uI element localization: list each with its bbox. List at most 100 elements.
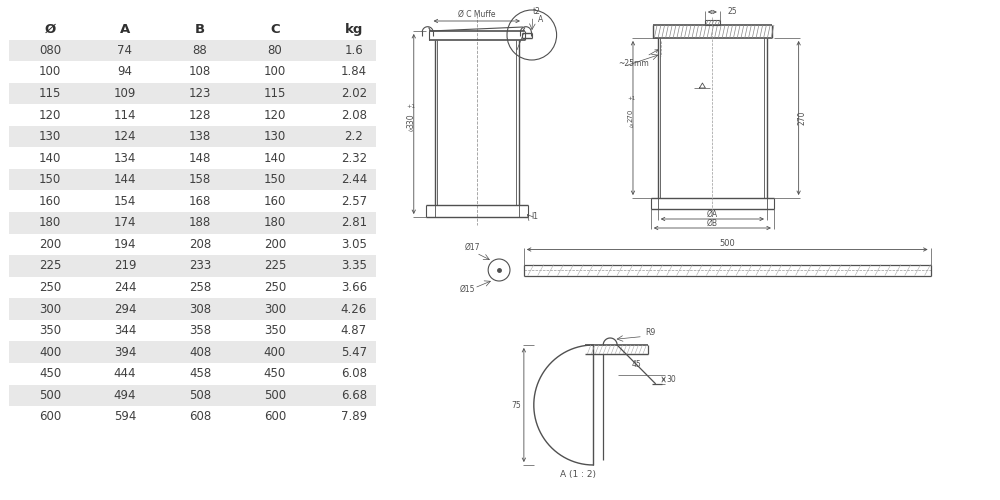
Text: 150: 150 <box>39 173 61 186</box>
Text: 30: 30 <box>667 375 676 384</box>
Text: 208: 208 <box>189 238 211 251</box>
Text: C: C <box>270 23 280 36</box>
Text: 6.68: 6.68 <box>341 389 367 402</box>
Text: kg: kg <box>345 23 363 36</box>
Text: 160: 160 <box>39 194 61 207</box>
Text: 2.44: 2.44 <box>341 173 367 186</box>
Text: 450: 450 <box>39 367 61 380</box>
Text: +1: +1 <box>406 104 415 109</box>
Text: 508: 508 <box>189 389 211 402</box>
Text: 75: 75 <box>511 400 521 409</box>
Text: 4.26: 4.26 <box>341 302 367 316</box>
Text: 225: 225 <box>264 260 286 272</box>
Text: 160: 160 <box>264 194 286 207</box>
Text: 608: 608 <box>189 410 211 424</box>
Text: 294: 294 <box>114 302 136 316</box>
Text: 4.87: 4.87 <box>341 324 367 337</box>
Text: 358: 358 <box>189 324 211 337</box>
Text: 344: 344 <box>114 324 136 337</box>
Text: 123: 123 <box>189 87 211 100</box>
Text: 244: 244 <box>114 281 136 294</box>
Text: 2.81: 2.81 <box>341 216 367 230</box>
Text: A: A <box>538 16 543 24</box>
Text: A (1 : 2): A (1 : 2) <box>560 470 596 479</box>
Text: 458: 458 <box>189 367 211 380</box>
FancyBboxPatch shape <box>9 255 376 276</box>
FancyBboxPatch shape <box>9 342 376 363</box>
FancyBboxPatch shape <box>9 384 376 406</box>
Text: 2.57: 2.57 <box>341 194 367 207</box>
Text: 7.89: 7.89 <box>341 410 367 424</box>
Text: R9: R9 <box>645 328 655 337</box>
Text: 134: 134 <box>114 152 136 164</box>
Text: 2.2: 2.2 <box>344 130 363 143</box>
FancyBboxPatch shape <box>9 276 376 298</box>
Text: 158: 158 <box>189 173 211 186</box>
Text: 400: 400 <box>39 346 61 358</box>
Text: 25: 25 <box>727 6 737 16</box>
Text: ØA: ØA <box>707 210 718 219</box>
Text: 250: 250 <box>39 281 61 294</box>
Text: 270: 270 <box>628 108 634 122</box>
Text: 154: 154 <box>114 194 136 207</box>
Text: 150: 150 <box>264 173 286 186</box>
Text: +1: +1 <box>627 96 636 101</box>
Text: 88: 88 <box>193 44 207 57</box>
Text: 219: 219 <box>114 260 136 272</box>
Text: 140: 140 <box>264 152 286 164</box>
Text: 3.66: 3.66 <box>341 281 367 294</box>
FancyBboxPatch shape <box>9 234 376 255</box>
Text: 114: 114 <box>114 108 136 122</box>
Text: 500: 500 <box>39 389 61 402</box>
Text: 130: 130 <box>264 130 286 143</box>
Text: 128: 128 <box>189 108 211 122</box>
Text: 350: 350 <box>264 324 286 337</box>
Text: 500: 500 <box>264 389 286 402</box>
FancyBboxPatch shape <box>9 61 376 82</box>
Text: 600: 600 <box>39 410 61 424</box>
Text: 2.02: 2.02 <box>341 87 367 100</box>
Text: 120: 120 <box>264 108 286 122</box>
Text: ØB: ØB <box>707 219 718 228</box>
Text: 45: 45 <box>632 360 642 369</box>
Text: 080: 080 <box>39 44 61 57</box>
FancyBboxPatch shape <box>9 82 376 104</box>
FancyBboxPatch shape <box>9 406 376 427</box>
Text: -5: -5 <box>408 128 414 133</box>
Text: 124: 124 <box>114 130 136 143</box>
Text: ~25mm: ~25mm <box>618 50 658 68</box>
Text: A: A <box>120 23 130 36</box>
Text: 109: 109 <box>114 87 136 100</box>
Text: 100: 100 <box>39 66 61 78</box>
FancyBboxPatch shape <box>9 320 376 342</box>
Text: 394: 394 <box>114 346 136 358</box>
Text: Ø C Muffe: Ø C Muffe <box>458 10 496 18</box>
Text: 270: 270 <box>797 111 806 125</box>
Text: 250: 250 <box>264 281 286 294</box>
Text: 180: 180 <box>39 216 61 230</box>
FancyBboxPatch shape <box>9 169 376 190</box>
Text: 400: 400 <box>264 346 286 358</box>
Text: 100: 100 <box>264 66 286 78</box>
Text: 180: 180 <box>264 216 286 230</box>
Text: 300: 300 <box>39 302 61 316</box>
Text: 308: 308 <box>189 302 211 316</box>
Text: 115: 115 <box>39 87 61 100</box>
Text: 174: 174 <box>114 216 136 230</box>
Text: 350: 350 <box>39 324 61 337</box>
Text: 108: 108 <box>189 66 211 78</box>
FancyBboxPatch shape <box>9 298 376 320</box>
FancyBboxPatch shape <box>9 363 376 384</box>
Text: t2: t2 <box>533 6 541 16</box>
Text: 2.08: 2.08 <box>341 108 367 122</box>
Text: l1: l1 <box>531 212 538 221</box>
Text: 140: 140 <box>39 152 61 164</box>
Text: 500: 500 <box>719 240 735 248</box>
Text: -5: -5 <box>629 124 634 129</box>
Text: 258: 258 <box>189 281 211 294</box>
FancyBboxPatch shape <box>9 104 376 126</box>
Text: 450: 450 <box>264 367 286 380</box>
Text: 3.35: 3.35 <box>341 260 367 272</box>
Text: 600: 600 <box>264 410 286 424</box>
Text: 168: 168 <box>189 194 211 207</box>
